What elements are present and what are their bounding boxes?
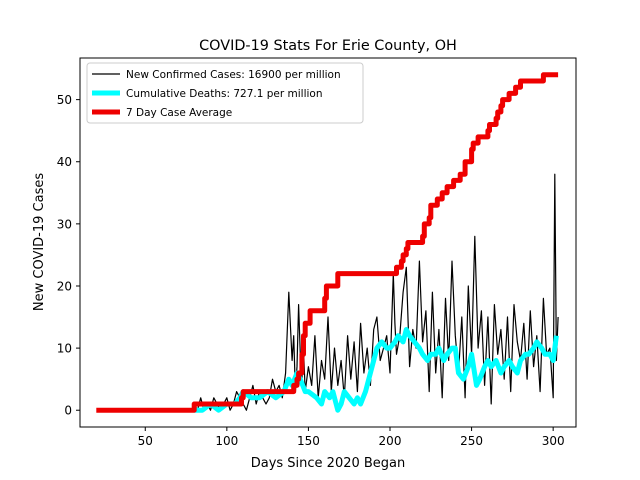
legend-label-2: Cumulative Deaths: 727.1 per million <box>126 88 323 100</box>
plot-lines <box>96 72 559 413</box>
x-axis-label: Days Since 2020 Began <box>251 456 406 471</box>
x-tick-label: 100 <box>215 434 238 448</box>
legend: New Confirmed Cases: 16900 per million Cu… <box>86 62 364 124</box>
series-line-2 <box>194 327 559 413</box>
legend-label-3: 7 Day Case Average <box>126 107 232 119</box>
chart-title: COVID-19 Stats For Erie County, OH <box>199 38 457 54</box>
y-axis-label: New COVID-19 Cases <box>32 173 47 311</box>
y-tick-label: 30 <box>57 217 72 231</box>
series-line-1 <box>193 173 559 411</box>
y-tick-label: 0 <box>64 404 72 418</box>
x-tick-label: 200 <box>379 434 402 448</box>
x-tick-label: 150 <box>297 434 320 448</box>
legend-label-1: New Confirmed Cases: 16900 per million <box>126 69 341 81</box>
series-line-3 <box>96 72 559 413</box>
y-tick-label: 50 <box>57 93 72 107</box>
x-tick-label: 50 <box>138 434 153 448</box>
y-tick-label: 40 <box>57 155 72 169</box>
y-tick-label: 10 <box>57 342 72 356</box>
ticks: 50 100 150 200 250 300 0 10 20 30 40 50 <box>57 93 565 448</box>
legend-box <box>86 62 364 124</box>
y-tick-label: 20 <box>57 279 72 293</box>
x-tick-label: 250 <box>460 434 483 448</box>
plot-frame <box>79 57 577 428</box>
x-tick-label: 300 <box>542 434 565 448</box>
